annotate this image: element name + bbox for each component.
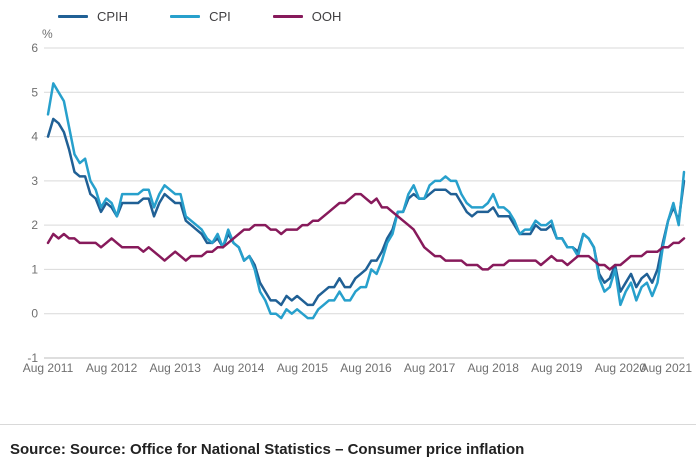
- y-tick-label: 1: [31, 262, 38, 276]
- x-tick-label: Aug 2015: [277, 361, 329, 375]
- x-tick-label: Aug 2019: [531, 361, 583, 375]
- y-tick-label: 2: [31, 218, 38, 232]
- legend-label-cpih: CPIH: [97, 9, 129, 24]
- legend-label-ooh: OOH: [311, 9, 342, 24]
- y-tick-label: 3: [31, 174, 38, 188]
- legend-label-cpi: CPI: [209, 9, 231, 24]
- source-divider: [0, 424, 696, 425]
- series-line-cpi: [46, 82, 686, 320]
- x-tick-label: Aug 2012: [86, 361, 138, 375]
- series-line-ooh: [46, 192, 686, 271]
- series-line-cpih: [46, 117, 686, 307]
- y-tick-label: 0: [31, 307, 38, 321]
- source-text: Source: Source: Office for National Stat…: [10, 441, 525, 458]
- x-tick-label: Aug 2014: [213, 361, 265, 375]
- x-tick-label: Aug 2020: [595, 361, 647, 375]
- x-tick-label: Aug 2011: [23, 361, 74, 375]
- line-chart: -1 0 1 2 3 4 5 6% Aug 2011 Aug 2012 Aug 2013 Aug 20…: [23, 27, 693, 375]
- x-tick-label: Aug 2017: [404, 361, 456, 375]
- x-tick-label: Aug 2013: [150, 361, 202, 375]
- legend-swatch-cpih: [58, 15, 88, 18]
- legend-item-ooh[interactable]: OOH: [272, 9, 342, 24]
- legend-item-cpih[interactable]: CPIH: [58, 10, 128, 23]
- y-tick-label: 4: [31, 130, 38, 144]
- chart-legend: CPIH CPI OOH: [58, 10, 341, 23]
- y-tick-label: -1: [27, 351, 38, 365]
- x-tick-label: Aug 2018: [468, 361, 520, 375]
- y-tick-label: 6: [31, 41, 38, 55]
- legend-item-cpi[interactable]: CPI: [170, 10, 231, 23]
- x-tick-label: Aug 2021: [641, 361, 693, 375]
- x-tick-label: Aug 2016: [340, 361, 392, 375]
- legend-swatch-ooh: [272, 15, 303, 18]
- y-axis-unit-label: %: [42, 27, 53, 41]
- y-tick-label: 5: [31, 85, 38, 99]
- legend-swatch-cpi: [170, 15, 201, 18]
